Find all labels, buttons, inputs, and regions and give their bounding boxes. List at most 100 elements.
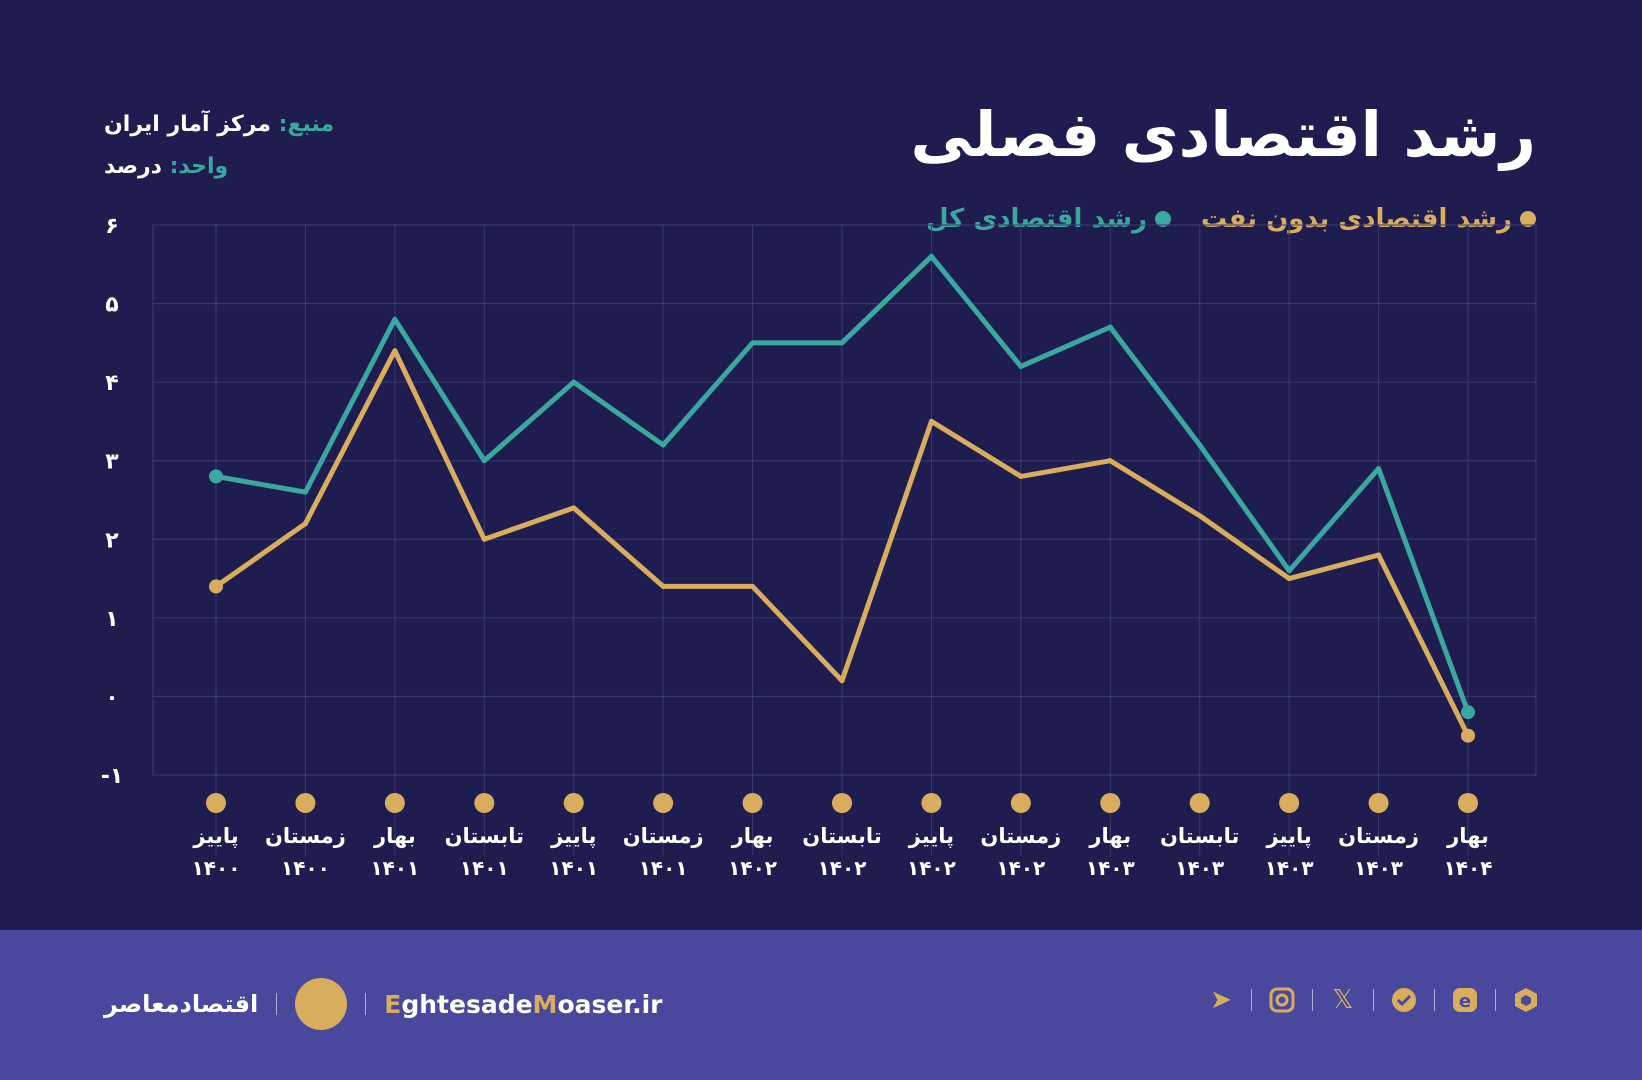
x-tick-year: ۱۴۰۱	[549, 856, 598, 880]
data-point	[392, 316, 398, 322]
website-link[interactable]: EghtesadeMoaser.ir	[384, 989, 663, 1019]
x-marker-dot	[653, 793, 674, 813]
data-point	[302, 521, 308, 527]
svg-text:e: e	[1459, 991, 1471, 1012]
x-tick-year: ۱۴۰۲	[728, 856, 777, 880]
x-marker-dot	[206, 793, 226, 813]
footer: اقتصادمعاصر EghtesadeMoaser.ir ➤ 𝕏 e	[0, 930, 1642, 1080]
x-tick-year: ۱۴۰۱	[370, 856, 419, 880]
x-tick-season: بهار	[1446, 824, 1489, 848]
x-tick-year: ۱۴۰۱	[460, 856, 509, 880]
telegram-icon[interactable]: ➤	[1210, 985, 1232, 1015]
data-point	[839, 678, 845, 684]
social-links: ➤ 𝕏 e	[1205, 984, 1542, 1016]
brand-name: اقتصادمعاصر	[104, 990, 259, 1018]
x-tick-season: زمستان	[623, 824, 704, 848]
brand: اقتصادمعاصر EghtesadeMoaser.ir	[104, 978, 662, 1030]
line-chart: -۱ ۰ ۱ ۲ ۳ ۴ ۵ ۶ پاییز ۱۴۰۰ زمستان ۱۴۰۰ بهار ۱۴۰۱ تابس…	[101, 214, 1537, 880]
data-point	[1461, 728, 1475, 743]
data-point	[660, 583, 666, 589]
y-tick-label: ۶	[105, 214, 118, 239]
unit-label: واحد:	[169, 154, 229, 179]
rubika-icon[interactable]	[1510, 984, 1542, 1016]
y-tick-label: ۲	[105, 528, 119, 553]
brand-logo-icon	[295, 978, 348, 1030]
x-tick-year: ۱۴۰۰	[281, 856, 330, 880]
data-point	[481, 536, 487, 542]
legend-dot-total	[1155, 211, 1172, 227]
x-marker-dot	[474, 793, 495, 813]
source-value: مرکز آمار ایران	[104, 112, 271, 137]
data-point	[1197, 442, 1203, 448]
unit-line: واحد: درصد	[104, 146, 334, 188]
x-tick-season: بهار	[1088, 824, 1131, 848]
y-tick-label: ۱	[105, 607, 118, 632]
data-point	[660, 442, 666, 448]
data-point	[1286, 568, 1292, 574]
data-point	[1107, 324, 1113, 330]
y-tick-label: ۰	[105, 685, 118, 710]
chart-title: رشد اقتصادی فصلی	[910, 98, 1536, 171]
x-tick-year: ۱۴۰۴	[1444, 856, 1493, 880]
legend-dot-nonoil	[1520, 211, 1536, 227]
chart-meta: منبع: مرکز آمار ایران واحد: درصد	[104, 104, 334, 188]
data-point	[481, 458, 487, 464]
x-tick-year: ۱۴۰۲	[818, 856, 867, 880]
x-marker-dot	[1100, 793, 1121, 813]
data-point	[928, 253, 934, 259]
data-point	[750, 340, 756, 346]
x-marker-dot	[384, 793, 405, 813]
bale-icon[interactable]	[1388, 984, 1420, 1016]
data-point	[1018, 363, 1024, 369]
source-line: منبع: مرکز آمار ایران	[104, 104, 334, 146]
x-tick-year: ۱۴۰۰	[192, 856, 241, 880]
data-point	[571, 379, 577, 385]
x-tick-year: ۱۴۰۳	[1175, 856, 1224, 880]
y-tick-label: ۵	[105, 293, 118, 318]
x-tick-season: تابستان	[445, 824, 524, 848]
data-point	[750, 583, 756, 589]
x-marker-dot	[832, 793, 852, 813]
x-tick-season: زمستان	[980, 824, 1061, 848]
x-marker-dot	[1189, 793, 1210, 813]
data-point	[1376, 552, 1382, 558]
x-tick-year: ۱۴۰۲	[907, 856, 956, 880]
data-point	[571, 505, 577, 511]
x-tick-season: تابستان	[802, 824, 881, 848]
data-point	[1197, 513, 1203, 519]
unit-value: درصد	[104, 154, 162, 179]
x-icon[interactable]: 𝕏	[1332, 985, 1354, 1015]
x-marker-dot	[563, 793, 584, 813]
y-tick-label: ۳	[105, 450, 119, 475]
divider	[276, 993, 278, 1015]
x-marker-dot	[1368, 793, 1389, 813]
y-tick-label: -۱	[101, 764, 124, 789]
x-marker-dot	[1279, 793, 1300, 813]
x-marker-dot	[1010, 793, 1031, 813]
x-tick-season: تابستان	[1160, 824, 1239, 848]
data-point	[302, 489, 308, 495]
data-point	[209, 469, 223, 484]
data-point	[839, 340, 845, 346]
data-point	[928, 418, 934, 424]
data-point	[1376, 466, 1382, 472]
x-tick-season: بهار	[731, 824, 774, 848]
legend-label-nonoil: رشد اقتصادی بدون نفت	[1201, 204, 1512, 234]
eitaa-icon[interactable]: e	[1449, 984, 1481, 1016]
data-point	[209, 579, 223, 594]
data-point	[1018, 473, 1024, 479]
x-tick-season: زمستان	[1338, 824, 1419, 848]
divider	[365, 993, 367, 1015]
data-point	[1461, 705, 1475, 720]
x-tick-year: ۱۴۰۱	[639, 856, 688, 880]
x-tick-year: ۱۴۰۳	[1265, 856, 1314, 880]
instagram-icon[interactable]	[1266, 984, 1298, 1016]
x-tick-season: بهار	[373, 824, 416, 848]
x-tick-year: ۱۴۰۲	[996, 856, 1045, 880]
plot-frame	[152, 224, 1537, 776]
x-tick-season: پاییز	[192, 824, 238, 848]
x-marker-dot	[921, 793, 942, 813]
y-tick-label: ۴	[105, 371, 118, 396]
x-tick-season: پاییز	[550, 824, 596, 848]
data-point	[392, 348, 398, 354]
